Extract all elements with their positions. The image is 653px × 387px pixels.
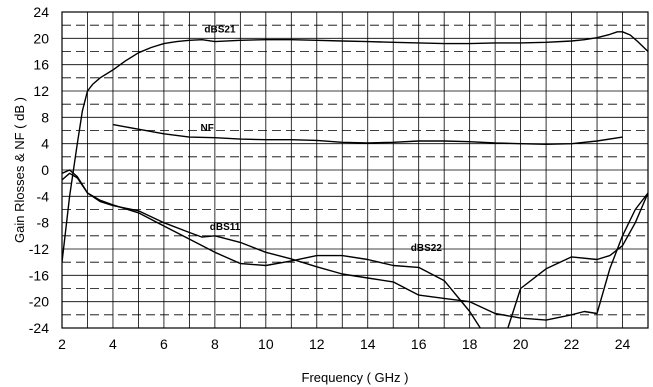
y-tick-label: 4 [41, 136, 49, 152]
y-tick-label: -4 [37, 188, 50, 204]
series-line-dbs21 [62, 31, 648, 263]
x-tick-label: 14 [360, 336, 376, 352]
y-tick-label: -12 [29, 241, 49, 257]
x-tick-label: 16 [411, 336, 427, 352]
y-tick-label: 20 [33, 30, 49, 46]
y-tick-label: 24 [33, 4, 49, 20]
series-labels: dBS21 NF dBS11 dBS22 [201, 24, 443, 254]
y-tick-label: -24 [29, 320, 49, 336]
x-tick-label: 10 [258, 336, 274, 352]
y-tick-label: -20 [29, 294, 49, 310]
series-label-nf: NF [201, 123, 214, 134]
x-tick-label: 12 [309, 336, 325, 352]
plot-frame [61, 11, 649, 329]
x-axis-ticks: 2 4 6 8 10 12 14 16 18 20 22 24 [58, 336, 630, 352]
x-axis-title: Frequency ( GHz ) [302, 370, 409, 385]
y-tick-label: 12 [33, 83, 49, 99]
x-tick-label: 20 [513, 336, 529, 352]
x-tick-label: 4 [109, 336, 117, 352]
series-lines [62, 31, 648, 328]
x-tick-label: 2 [58, 336, 66, 352]
x-tick-label: 6 [160, 336, 168, 352]
series-line-dbs11 [62, 172, 648, 328]
x-tick-label: 8 [211, 336, 219, 352]
series-label-dbs11: dBS11 [210, 222, 241, 233]
x-tick-label: 18 [462, 336, 478, 352]
series-label-dbs22: dBS22 [411, 243, 443, 254]
series-line-dbs22 [62, 169, 648, 321]
y-tick-label: -8 [37, 215, 50, 231]
x-tick-label: 24 [615, 336, 631, 352]
x-tick-label: 22 [564, 336, 580, 352]
y-tick-label: 16 [33, 57, 49, 73]
y-axis-ticks: -24 -20 -16 -12 -8 -4 0 4 8 12 16 20 24 [29, 4, 49, 336]
y-tick-label: -16 [29, 267, 49, 283]
y-tick-label: 0 [41, 162, 49, 178]
series-label-dbs21: dBS21 [204, 24, 236, 35]
series-line-nf [112, 123, 623, 146]
y-tick-label: 8 [41, 109, 49, 125]
y-axis-title: Gain Rlosses & NF ( dB ) [12, 97, 27, 243]
gridlines [62, 12, 648, 328]
